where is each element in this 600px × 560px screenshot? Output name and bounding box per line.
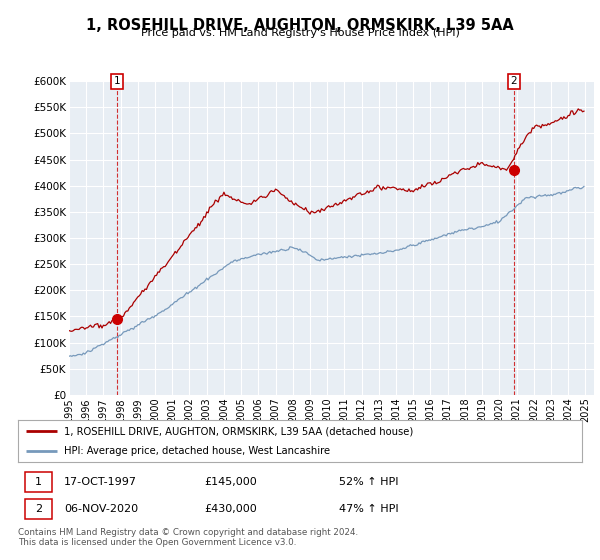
- Text: Price paid vs. HM Land Registry's House Price Index (HPI): Price paid vs. HM Land Registry's House …: [140, 28, 460, 38]
- Text: HPI: Average price, detached house, West Lancashire: HPI: Average price, detached house, West…: [64, 446, 331, 456]
- Text: 2: 2: [511, 76, 517, 86]
- Text: 52% ↑ HPI: 52% ↑ HPI: [340, 477, 399, 487]
- Text: 47% ↑ HPI: 47% ↑ HPI: [340, 504, 399, 514]
- Text: 1, ROSEHILL DRIVE, AUGHTON, ORMSKIRK, L39 5AA: 1, ROSEHILL DRIVE, AUGHTON, ORMSKIRK, L3…: [86, 18, 514, 33]
- Text: Contains HM Land Registry data © Crown copyright and database right 2024.
This d: Contains HM Land Registry data © Crown c…: [18, 528, 358, 547]
- Text: 2: 2: [35, 504, 42, 514]
- FancyBboxPatch shape: [25, 500, 52, 519]
- Text: 1, ROSEHILL DRIVE, AUGHTON, ORMSKIRK, L39 5AA (detached house): 1, ROSEHILL DRIVE, AUGHTON, ORMSKIRK, L3…: [64, 426, 413, 436]
- Text: £145,000: £145,000: [204, 477, 257, 487]
- Text: 17-OCT-1997: 17-OCT-1997: [64, 477, 137, 487]
- Text: 1: 1: [35, 477, 42, 487]
- Text: £430,000: £430,000: [204, 504, 257, 514]
- Text: 06-NOV-2020: 06-NOV-2020: [64, 504, 139, 514]
- Text: 1: 1: [114, 76, 121, 86]
- FancyBboxPatch shape: [25, 473, 52, 492]
